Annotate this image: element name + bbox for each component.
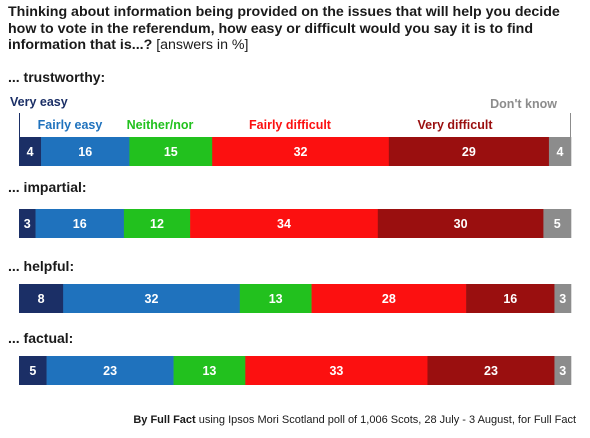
bar-neither-nor-impartial — [123, 209, 191, 238]
value-label-fairly-difficult-helpful: 28 — [382, 292, 396, 306]
value-label-don-t-know-trustworthy: 4 — [556, 145, 563, 159]
legend-neither-nor: Neither/nor — [127, 118, 194, 132]
bar-very-easy-trustworthy — [19, 137, 42, 166]
bar-neither-nor-helpful — [239, 284, 312, 313]
value-label-very-easy-factual: 5 — [29, 364, 36, 378]
bar-neither-nor-trustworthy — [129, 137, 213, 166]
bar-very-difficult-impartial — [377, 209, 544, 238]
row-label-helpful: ... helpful: — [8, 258, 74, 274]
value-label-neither-nor-trustworthy: 15 — [164, 145, 178, 159]
legend-very-easy: Very easy — [10, 95, 68, 109]
row-label-impartial: ... impartial: — [8, 179, 87, 195]
bar-don-t-know-factual — [554, 356, 572, 385]
bar-fairly-difficult-trustworthy — [212, 137, 390, 166]
value-label-very-difficult-impartial: 30 — [454, 217, 468, 231]
bar-fairly-easy-trustworthy — [41, 137, 130, 166]
chart-title: Thinking about information being provide… — [8, 4, 583, 54]
bar-fairly-easy-factual — [46, 356, 174, 385]
bar-very-easy-factual — [19, 356, 47, 385]
legend-fairly-easy: Fairly easy — [38, 118, 103, 132]
bar-fairly-easy-helpful — [63, 284, 241, 313]
bar-fairly-difficult-helpful — [311, 284, 467, 313]
value-label-very-difficult-factual: 23 — [484, 364, 498, 378]
value-label-very-easy-impartial: 3 — [24, 217, 31, 231]
value-label-neither-nor-impartial: 12 — [150, 217, 164, 231]
bar-don-t-know-helpful — [554, 284, 572, 313]
row-label-trustworthy: ... trustworthy: — [8, 69, 105, 85]
bar-don-t-know-impartial — [543, 209, 572, 238]
value-label-don-t-know-impartial: 5 — [554, 217, 561, 231]
bar-don-t-know-trustworthy — [548, 137, 572, 166]
value-label-fairly-easy-helpful: 32 — [145, 292, 159, 306]
bar-fairly-difficult-factual — [245, 356, 428, 385]
bar-very-easy-helpful — [19, 284, 64, 313]
chart-question: Thinking about information being provide… — [8, 4, 560, 53]
value-label-very-difficult-helpful: 16 — [503, 292, 517, 306]
value-label-neither-nor-helpful: 13 — [269, 292, 283, 306]
value-label-fairly-easy-factual: 23 — [103, 364, 117, 378]
value-label-very-difficult-trustworthy: 29 — [462, 145, 476, 159]
source-footer: By Full Fact using Ipsos Mori Scotland p… — [133, 414, 576, 426]
value-label-don-t-know-factual: 3 — [559, 364, 566, 378]
legend-very-difficult: Very difficult — [417, 118, 493, 132]
bar-fairly-difficult-impartial — [190, 209, 379, 238]
bar-neither-nor-factual — [173, 356, 246, 385]
bar-very-difficult-helpful — [466, 284, 555, 313]
value-label-very-easy-trustworthy: 4 — [27, 145, 34, 159]
value-label-fairly-difficult-trustworthy: 32 — [294, 145, 308, 159]
bar-very-easy-impartial — [19, 209, 36, 238]
bar-very-difficult-trustworthy — [388, 137, 550, 166]
value-label-very-easy-helpful: 8 — [38, 292, 45, 306]
value-label-fairly-difficult-factual: 33 — [329, 364, 343, 378]
value-label-fairly-difficult-impartial: 34 — [277, 217, 291, 231]
bar-very-difficult-factual — [427, 356, 555, 385]
value-label-neither-nor-factual: 13 — [202, 364, 216, 378]
legend-fairly-difficult: Fairly difficult — [249, 118, 332, 132]
answers-note: [answers in %] — [156, 37, 249, 53]
value-label-fairly-easy-impartial: 16 — [73, 217, 87, 231]
footer-source: using Ipsos Mori Scotland poll of 1,006 … — [198, 414, 576, 426]
footer-author: By Full Fact — [133, 414, 196, 426]
bar-fairly-easy-impartial — [35, 209, 125, 238]
legend-don-t-know: Don't know — [490, 97, 557, 111]
row-label-factual: ... factual: — [8, 330, 73, 346]
value-label-don-t-know-helpful: 3 — [559, 292, 566, 306]
value-label-fairly-easy-trustworthy: 16 — [78, 145, 92, 159]
